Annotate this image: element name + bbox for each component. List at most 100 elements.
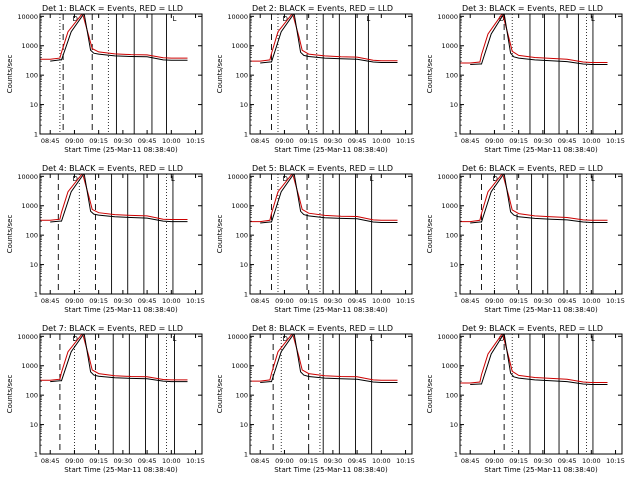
series-events-line xyxy=(260,174,398,224)
y-axis-label: Counts/sec xyxy=(6,215,14,254)
marker-label: D xyxy=(499,335,504,343)
y-axis-label: Counts/sec xyxy=(216,55,224,94)
series-events-line xyxy=(260,14,398,64)
series-events-line xyxy=(50,14,188,62)
series-lld-line xyxy=(40,14,188,60)
y-tick-label: 1000 xyxy=(231,202,248,210)
detector-panel-2: Det 2: BLACK = Events, RED = LLD D L 1 10 100… xyxy=(216,4,415,154)
y-axis-label: Counts/sec xyxy=(6,375,14,414)
x-axis-label: Start Time (25-Mar-11 08:38:40) xyxy=(484,146,598,154)
detector-panel-9: Det 9: BLACK = Events, RED = LLD D L 1 10 100… xyxy=(426,324,625,474)
x-tick-label: 09:00 xyxy=(275,137,294,145)
x-tick-label: 09:30 xyxy=(534,457,553,465)
x-tick-label: 08:45 xyxy=(461,297,480,305)
plot-frame xyxy=(459,333,623,455)
marker-label: L xyxy=(591,335,595,343)
detector-panel-5: Det 5: BLACK = Events, RED = LLD D L 1 10 100… xyxy=(216,164,415,314)
y-tick-label: 100 xyxy=(26,72,38,80)
y-tick-label: 1 xyxy=(244,131,248,139)
y-tick-label: 1000 xyxy=(441,42,458,50)
x-tick-label: 09:15 xyxy=(299,297,318,305)
marker-label: D xyxy=(499,15,504,23)
y-tick-label: 100 xyxy=(26,232,38,240)
marker-label: L xyxy=(370,335,374,343)
y-tick-label: 1 xyxy=(34,451,38,459)
x-tick-label: 10:15 xyxy=(606,137,625,145)
marker-label: D xyxy=(72,335,77,343)
y-tick-label: 1000 xyxy=(21,362,38,370)
y-tick-label: 10000 xyxy=(17,173,38,181)
x-tick-label: 09:00 xyxy=(65,137,84,145)
plot-frame xyxy=(249,333,413,455)
detector-panel-1: Det 1: BLACK = Events, RED = LLD D L 1 10 100… xyxy=(6,4,205,154)
x-tick-label: 10:15 xyxy=(396,457,415,465)
panel-title: Det 5: BLACK = Events, RED = LLD xyxy=(252,164,393,173)
y-tick-label: 100 xyxy=(26,392,38,400)
y-tick-label: 1 xyxy=(244,291,248,299)
x-tick-label: 09:15 xyxy=(299,457,318,465)
x-axis-label: Start Time (25-Mar-11 08:38:40) xyxy=(274,306,388,314)
x-tick-label: 09:45 xyxy=(138,137,157,145)
x-axis-label: Start Time (25-Mar-11 08:38:40) xyxy=(64,466,178,474)
x-tick-label: 10:00 xyxy=(582,457,601,465)
y-tick-label: 1000 xyxy=(231,362,248,370)
panel-title: Det 3: BLACK = Events, RED = LLD xyxy=(462,4,603,13)
detector-panel-8: Det 8: BLACK = Events, RED = LLD D L 1 10 100… xyxy=(216,324,415,474)
plot-frame xyxy=(459,173,623,295)
x-axis-label: Start Time (25-Mar-11 08:38:40) xyxy=(274,466,388,474)
marker-label: D xyxy=(492,175,497,183)
x-tick-label: 09:30 xyxy=(534,297,553,305)
series-events-line xyxy=(50,174,188,223)
y-tick-label: 10 xyxy=(240,101,248,109)
series-events-line xyxy=(470,14,608,65)
x-tick-label: 09:00 xyxy=(485,137,504,145)
x-tick-label: 08:45 xyxy=(41,457,60,465)
x-tick-label: 09:15 xyxy=(89,137,108,145)
plot-frame xyxy=(39,173,203,295)
x-tick-label: 09:45 xyxy=(348,297,367,305)
series-events-line xyxy=(260,334,398,383)
y-tick-label: 10000 xyxy=(437,173,458,181)
x-tick-label: 08:45 xyxy=(41,297,60,305)
y-tick-label: 1 xyxy=(454,291,458,299)
y-tick-label: 10 xyxy=(240,421,248,429)
marker-label: L xyxy=(173,15,177,23)
marker-label: D xyxy=(282,175,287,183)
y-tick-label: 10000 xyxy=(227,173,248,181)
y-tick-label: 100 xyxy=(236,232,248,240)
series-lld-line xyxy=(40,334,188,381)
x-tick-label: 10:00 xyxy=(582,297,601,305)
series-lld-line xyxy=(460,334,608,384)
x-tick-label: 09:30 xyxy=(114,457,133,465)
detector-panel-7: Det 7: BLACK = Events, RED = LLD D L 1 10 100… xyxy=(6,324,205,474)
y-tick-label: 10 xyxy=(450,421,458,429)
marker-label: D xyxy=(282,15,287,23)
y-tick-label: 1 xyxy=(34,291,38,299)
x-tick-label: 09:30 xyxy=(534,137,553,145)
series-lld-line xyxy=(460,14,608,64)
y-tick-label: 1000 xyxy=(441,362,458,370)
x-axis-label: Start Time (25-Mar-11 08:38:40) xyxy=(64,146,178,154)
y-axis-label: Counts/sec xyxy=(216,215,224,254)
x-tick-label: 08:45 xyxy=(461,457,480,465)
panel-title: Det 2: BLACK = Events, RED = LLD xyxy=(252,4,393,13)
panel-title: Det 9: BLACK = Events, RED = LLD xyxy=(462,324,603,333)
y-tick-label: 100 xyxy=(236,72,248,80)
x-tick-label: 08:45 xyxy=(461,137,480,145)
series-lld-line xyxy=(250,174,398,223)
plot-frame xyxy=(249,173,413,295)
x-axis-label: Start Time (25-Mar-11 08:38:40) xyxy=(484,306,598,314)
y-tick-label: 1000 xyxy=(21,202,38,210)
series-events-line xyxy=(470,174,608,224)
panel-title: Det 8: BLACK = Events, RED = LLD xyxy=(252,324,393,333)
x-tick-label: 08:45 xyxy=(251,137,270,145)
marker-label: L xyxy=(591,175,595,183)
x-tick-label: 09:45 xyxy=(348,457,367,465)
x-tick-label: 09:15 xyxy=(509,457,528,465)
x-tick-label: 10:15 xyxy=(186,137,205,145)
plot-frame xyxy=(459,13,623,135)
x-tick-label: 10:15 xyxy=(186,297,205,305)
y-axis-label: Counts/sec xyxy=(426,55,434,94)
x-tick-label: 10:00 xyxy=(372,457,391,465)
